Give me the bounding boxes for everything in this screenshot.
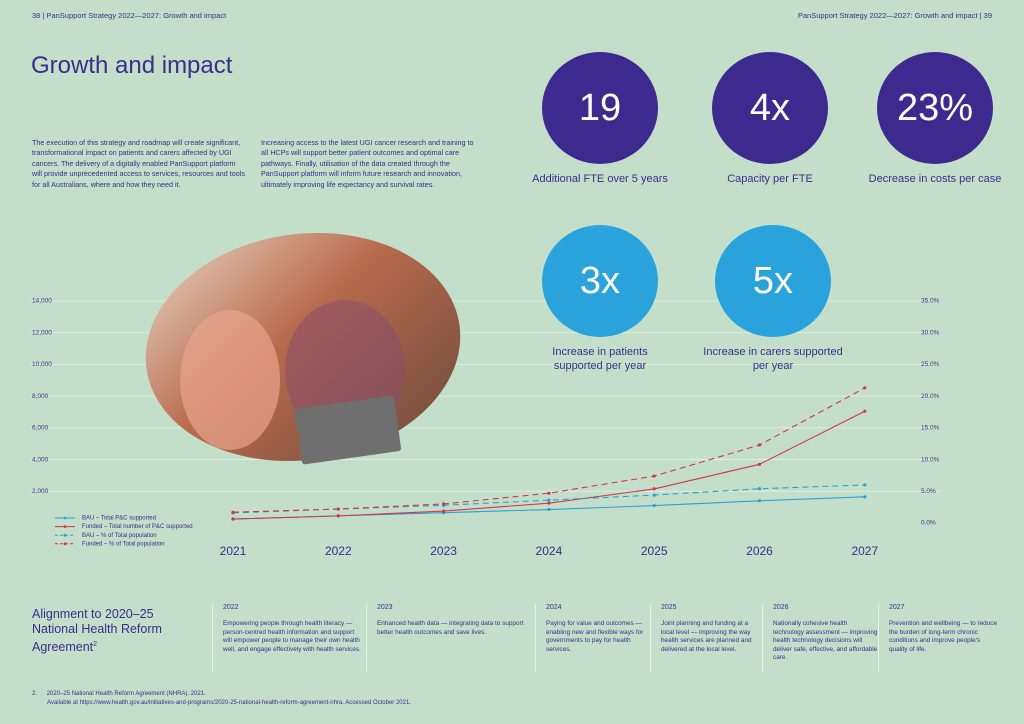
series-marker [652, 487, 656, 491]
stat-label: Decrease in costs per case [868, 173, 1002, 185]
x-tick-label: 2027 [851, 544, 878, 558]
y-tick-label: 6,000 [32, 425, 49, 432]
alignment-column: 2026 Nationally cohesive health technolog… [762, 604, 878, 672]
alignment-column: 2023 Enhanced health data — integrating d… [366, 604, 527, 672]
y-tick-label: 10,000 [32, 361, 52, 368]
y2-tick-label: 10.0% [921, 456, 940, 463]
series-marker [231, 510, 235, 514]
y-tick-label: 2,000 [32, 488, 49, 495]
stat-value: 3x [542, 225, 658, 337]
footnote-line: Available at https://www.health.gov.au/i… [47, 700, 411, 706]
alignment-text: Enhanced health data — integrating data … [377, 620, 524, 636]
alignment-year: 2023 [377, 604, 393, 611]
photo-person [180, 310, 280, 450]
alignment-text: Joint planning and funding at a local le… [661, 620, 752, 653]
series-marker [547, 507, 551, 512]
series-marker [652, 503, 656, 508]
y-tick-label: 4,000 [32, 456, 49, 463]
alignment-column: 2025 Joint planning and funding at a loca… [650, 604, 761, 672]
series-marker [547, 498, 551, 502]
series-marker [442, 502, 446, 506]
photo-tablet [294, 395, 402, 465]
legend-marker [63, 525, 67, 528]
alignment-title-text: Alignment to 2020–25 National Health Ref… [32, 607, 162, 655]
series-marker [231, 517, 235, 521]
legend-label: BAU – % of Total population [82, 533, 157, 539]
stat-label: Additional FTE over 5 years [532, 173, 668, 185]
legend-marker [63, 516, 67, 520]
y2-tick-label: 25.0% [921, 361, 940, 368]
alignment-year: 2022 [223, 604, 239, 611]
header-left: 38 | PanSupport Strategy 2022—2027: Grow… [32, 11, 227, 20]
footnote-line: 2020–25 National Health Reform Agreement… [46, 691, 206, 697]
y2-tick-label: 20.0% [921, 393, 940, 400]
footnote-mark: 2 [93, 641, 98, 648]
series-marker [863, 483, 867, 487]
alignment-text: Prevention and wellbeing — to reduce the… [889, 620, 997, 653]
alignment-column: 2022 Empowering people through health lit… [212, 604, 363, 672]
series-marker [652, 493, 656, 497]
series-marker [757, 487, 762, 491]
series-marker [863, 495, 867, 499]
series-marker [757, 443, 762, 447]
stat-value: 23% [877, 52, 993, 164]
y2-tick-label: 15.0% [921, 425, 940, 432]
y-tick-label: 14,000 [32, 298, 52, 305]
header-right: PanSupport Strategy 2022—2027: Growth an… [797, 11, 992, 20]
stat-label: Increase in patients supported per year [552, 346, 648, 372]
x-tick-label: 2025 [641, 544, 668, 558]
stat-value: 19 [542, 52, 658, 164]
legend-marker [63, 542, 67, 546]
y-tick-label: 12,000 [32, 329, 52, 336]
series-marker [757, 462, 762, 466]
alignment-year: 2026 [773, 604, 789, 611]
y2-tick-label: 0.0% [921, 520, 936, 527]
alignment-title: Alignment to 2020–25 National Health Ref… [32, 607, 182, 655]
x-tick-label: 2023 [430, 544, 457, 558]
paragraph: The execution of this strategy and roadm… [32, 138, 245, 189]
stat-value: 5x [715, 225, 831, 337]
y-tick-label: 8,000 [32, 393, 49, 400]
series-marker [547, 491, 551, 495]
series-marker [442, 509, 446, 513]
series-marker [863, 409, 867, 413]
alignment-text: Nationally cohesive health technology as… [773, 620, 878, 662]
legend-label: Funded – % of Total population [82, 541, 165, 547]
alignment-year: 2024 [546, 604, 562, 611]
legend-marker [63, 533, 67, 537]
series-marker [757, 499, 762, 503]
paragraph: Increasing access to the latest UGI canc… [261, 138, 474, 189]
stat-label: Capacity per FTE [727, 173, 813, 185]
x-tick-label: 2024 [536, 544, 563, 558]
series-marker [336, 507, 340, 511]
alignment-year: 2027 [889, 604, 905, 611]
y2-tick-label: 5.0% [921, 488, 936, 495]
x-tick-label: 2026 [746, 544, 773, 558]
series-marker [547, 501, 551, 505]
footnote-number: 2. [32, 691, 38, 697]
alignment-column: 2027 Prevention and wellbeing — to reduce… [878, 604, 999, 672]
footnote: 2. 2020–25 National Health Reform Agreem… [32, 690, 411, 708]
legend-label: BAU – Total P&C supported [82, 516, 156, 522]
alignment-text: Empowering people through health literac… [223, 620, 361, 653]
y2-tick-label: 30.0% [921, 329, 940, 336]
alignment-text: Paying for value and outcomes — enabling… [546, 620, 644, 653]
x-tick-label: 2021 [220, 544, 247, 558]
title: Growth and impact [31, 52, 233, 79]
stat-label: Increase in carers supported per year [703, 346, 843, 372]
series-marker [863, 386, 867, 390]
series-marker [336, 514, 340, 518]
alignment-year: 2025 [661, 604, 677, 611]
y2-tick-label: 35.0% [921, 298, 940, 305]
stat-value: 4x [712, 52, 828, 164]
series-marker [652, 474, 656, 478]
alignment-column: 2024 Paying for value and outcomes — enab… [535, 604, 651, 672]
x-tick-label: 2022 [325, 544, 352, 558]
legend-label: Funded – Total number of P&C supported [82, 524, 193, 530]
